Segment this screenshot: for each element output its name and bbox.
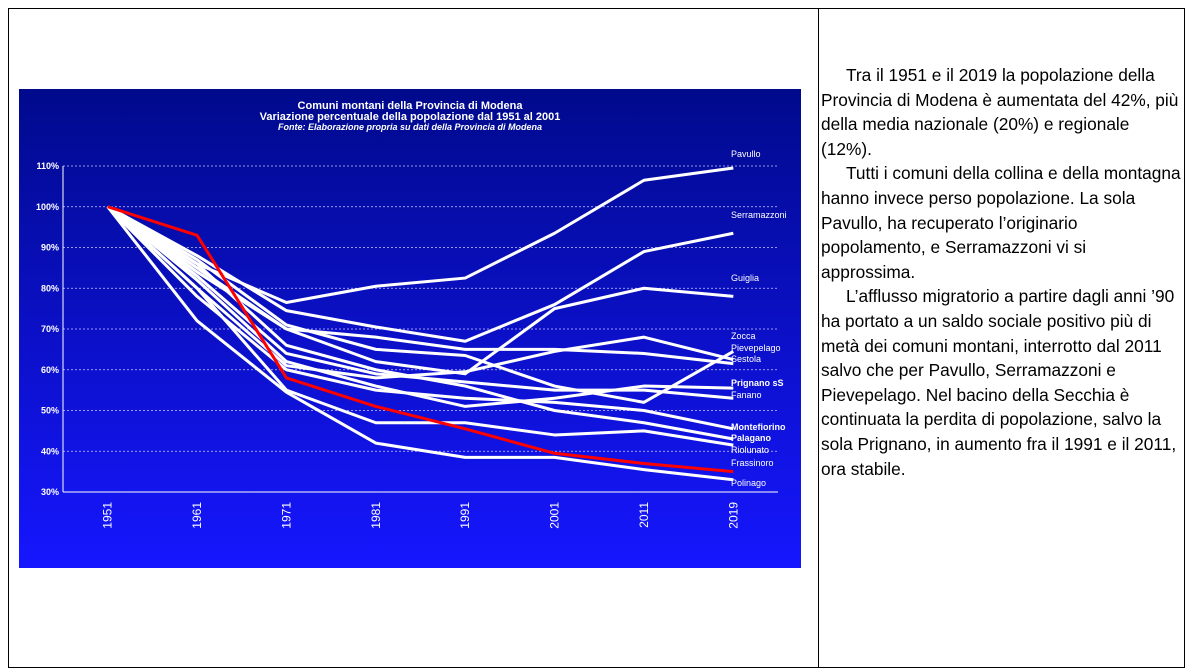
chart-subtitle: Variazione percentuale della popolazione…	[260, 111, 561, 123]
chart-source: Fonte: Elaborazione propria su dati dell…	[278, 122, 542, 132]
y-tick-label: 110%	[36, 161, 59, 171]
y-tick-label: 40%	[41, 446, 59, 456]
y-tick-label: 60%	[41, 365, 59, 375]
series-line	[106, 205, 734, 447]
series-line	[106, 205, 734, 343]
series-label: Zocca	[731, 331, 756, 341]
x-tick-label: 2011	[637, 502, 651, 528]
series-label: Guiglia	[731, 273, 759, 283]
y-tick-label: 30%	[41, 487, 59, 497]
series-label: Fanano	[731, 390, 762, 400]
series-label: Pievepelago	[731, 343, 781, 353]
chart-background	[19, 89, 801, 568]
series-label: Pavullo	[731, 149, 761, 159]
series-label: Montefiorino	[731, 422, 786, 432]
series-label: Frassinoro	[731, 458, 774, 468]
x-tick-label: 2019	[726, 502, 740, 529]
text-column: Tra il 1951 e il 2019 la popolazione del…	[821, 63, 1183, 481]
series-line	[106, 205, 734, 366]
series-label: Riolunato	[731, 445, 769, 455]
x-tick-label: 1971	[279, 502, 293, 529]
series-line	[106, 205, 734, 408]
paragraph: Tutti i comuni della collina e della mon…	[821, 163, 1181, 282]
y-tick-label: 50%	[41, 406, 59, 416]
x-tick-label: 1961	[190, 502, 204, 529]
series-label: Prignano sS	[731, 378, 784, 388]
series-line	[106, 205, 734, 380]
y-tick-label: 90%	[41, 243, 59, 253]
series-line	[107, 205, 734, 474]
y-tick-label: 70%	[41, 324, 59, 334]
series-label: Polinago	[731, 478, 766, 488]
x-tick-label: 1951	[101, 502, 115, 529]
chart-title: Comuni montani della Provincia di Modena	[298, 100, 524, 112]
paragraph: L’afflusso migratorio a partire dagli an…	[821, 286, 1177, 479]
series-line	[106, 205, 734, 431]
paragraph: Tra il 1951 e il 2019 la popolazione del…	[821, 65, 1179, 159]
x-tick-label: 1981	[369, 502, 383, 529]
series-label: Palagano	[731, 433, 772, 443]
x-tick-label: 2001	[548, 502, 562, 529]
x-tick-label: 1991	[458, 502, 472, 529]
series-line	[106, 205, 734, 482]
y-tick-label: 80%	[41, 283, 59, 293]
series-label: Sestola	[731, 354, 761, 364]
y-tick-label: 100%	[36, 202, 59, 212]
series-line	[106, 205, 735, 404]
series-label: Serramazzoni	[731, 210, 787, 220]
series-line	[106, 205, 734, 441]
